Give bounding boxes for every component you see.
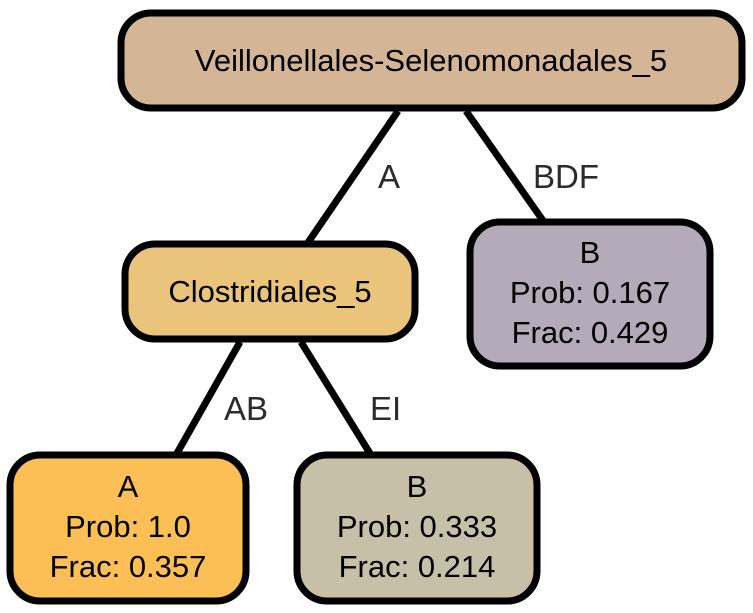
edge-label-a: A [378,158,400,195]
edge-label-ab: AB [224,390,268,427]
leaf-node-ei-box [293,451,541,605]
leaf-node-bdf-frac: Frac: 0.429 [512,315,669,350]
leaf-node-bdf: B Prob: 0.167 Frac: 0.429 [466,218,714,370]
clostridiales-node-label: Clostridiales_5 [168,274,371,309]
root-node: Veillonellales-Selenomonadales_5 [117,9,746,112]
leaf-node-ab-prob: Prob: 1.0 [65,509,191,544]
leaf-node-ei-prob: Prob: 0.333 [337,509,497,544]
root-node-label: Veillonellales-Selenomonadales_5 [195,43,667,78]
leaf-node-ei-class: B [407,469,428,504]
leaf-node-ab-box [6,451,250,605]
edge-root-to-clostridiales [304,109,401,246]
leaf-node-ei: B Prob: 0.333 Frac: 0.214 [293,451,541,605]
leaf-node-ab-frac: Frac: 0.357 [50,549,207,584]
root-node-box [117,9,746,112]
edge-label-ei: EI [370,390,401,427]
leaf-node-bdf-class: B [580,235,601,270]
leaf-node-bdf-box [466,218,714,370]
edge-root-to-leaf-bdf [463,108,547,225]
leaf-node-ab-class: A [118,469,139,504]
edge-clostridiales-to-leaf-ei [298,340,374,457]
edge-clostridiales-to-leaf-ab [172,340,244,457]
leaf-node-bdf-prob: Prob: 0.167 [510,275,670,310]
leaf-node-ei-frac: Frac: 0.214 [339,549,496,584]
clostridiales-node-box [121,240,419,343]
edge-label-bdf: BDF [533,158,599,195]
leaf-node-ab: A Prob: 1.0 Frac: 0.357 [6,451,250,605]
clostridiales-node: Clostridiales_5 [121,240,419,343]
